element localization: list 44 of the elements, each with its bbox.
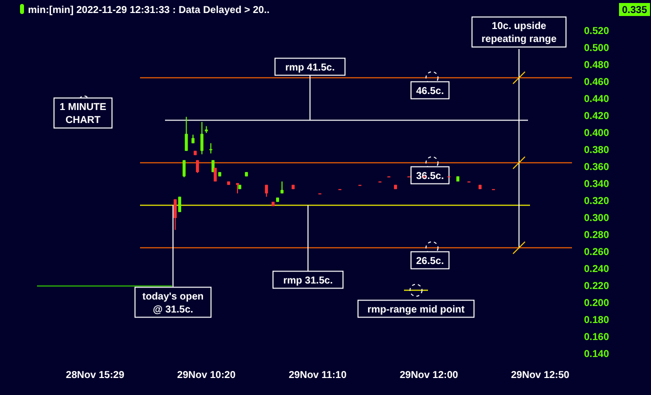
y-tick-label: 0.320 [584, 196, 610, 208]
y-tick-label: 0.240 [584, 264, 610, 276]
y-tick-label: 0.420 [584, 111, 610, 122]
annotation: rmp 41.5c. [285, 62, 335, 74]
annotation: 46.5c. [416, 86, 444, 97]
y-tick-label: 0.480 [584, 60, 610, 72]
candlestick [174, 198, 177, 230]
x-tick-label: 28Nov 15:29 [66, 370, 125, 381]
x-tick-label: 29Nov 11:10 [288, 370, 347, 381]
candlestick [214, 167, 217, 182]
chart-title: min:[min] 2022-11-29 12:31:33 : Data Delayed > 20.. [28, 5, 270, 16]
annotation: rmp 31.5c. [283, 275, 333, 286]
y-tick-label: 0.380 [584, 145, 610, 156]
y-tick-label: 0.500 [584, 43, 610, 54]
annotation: today's open @ 31.5c. [142, 291, 204, 316]
y-tick-label: 0.180 [584, 315, 610, 326]
y-tick-label: 0.340 [584, 179, 610, 190]
candlestick [182, 160, 186, 178]
candlestick [196, 160, 199, 174]
candlestick [184, 116, 188, 152]
x-tick-label: 29Nov 12:00 [400, 370, 459, 381]
y-tick-label: 0.460 [584, 77, 610, 88]
y-tick-label: 0.300 [584, 213, 610, 224]
y-tick-label: 0.160 [584, 332, 610, 344]
y-tick-label: 0.260 [584, 247, 610, 258]
annotation: 26.5c. [416, 256, 444, 267]
y-tick-label: 0.360 [584, 162, 610, 174]
y-tick-label: 0.200 [584, 298, 610, 310]
y-tick-label: 0.220 [584, 281, 610, 292]
x-tick-label: 29Nov 12:50 [510, 370, 570, 381]
candlestick [200, 121, 204, 155]
candlestick [280, 180, 284, 194]
y-tick-label: 0.280 [584, 230, 610, 242]
annotation: 36.5c. [416, 170, 444, 182]
y-tick-label: 0.400 [584, 128, 610, 140]
annotation: 10c. upside repeating range [481, 21, 557, 45]
y-tick-label: 0.140 [584, 349, 610, 360]
x-tick-label: 29Nov 10:20 [177, 370, 236, 381]
y-tick-label: 0.440 [584, 94, 610, 106]
annotation: 1 MINUTE CHART [60, 102, 107, 126]
text: 0.335 [622, 5, 648, 16]
y-tick-label: 0.520 [584, 26, 610, 38]
candlestick [209, 142, 212, 154]
annotation: rmp-range mid point [367, 304, 466, 316]
